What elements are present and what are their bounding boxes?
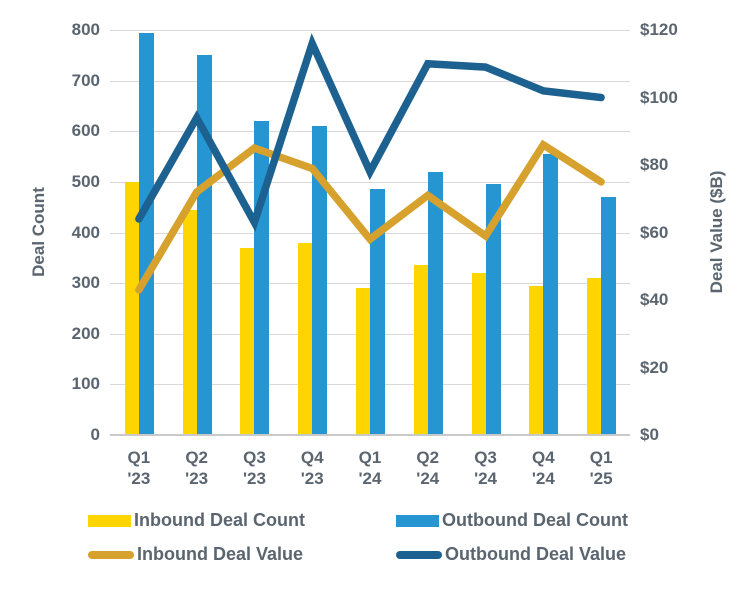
left-tick-label: 500: [71, 171, 100, 191]
bar-outbound: [543, 154, 559, 435]
right-tick-label: $40: [640, 290, 669, 309]
legend: Inbound Deal Count Outbound Deal Count Inb…: [88, 510, 668, 565]
lines-layer: [135, 33, 605, 294]
x-tick-label: Q3 '24: [474, 448, 498, 488]
legend-label: Outbound Deal Value: [445, 544, 627, 564]
bar-inbound: [587, 278, 602, 435]
x-tick-label: Q4 '23: [300, 448, 324, 488]
x-tick-label: Q2 '23: [185, 448, 209, 488]
bar-inbound: [413, 265, 428, 435]
legend-item: Inbound Deal Count: [88, 510, 396, 531]
legend-swatch-inbound-deal-value: [88, 550, 134, 559]
right-tick-label: $60: [640, 222, 669, 242]
legend-label: Inbound Deal Count: [134, 510, 305, 530]
legend-swatch-inbound-deal-count: [88, 514, 131, 527]
bar-outbound: [370, 189, 385, 435]
bar-inbound: [529, 285, 544, 435]
gridline: [110, 80, 630, 82]
bar-inbound: [240, 247, 255, 435]
bar-outbound: [601, 197, 617, 435]
gridline: [110, 30, 630, 31]
x-tick-label: Q1 '23: [127, 448, 151, 488]
bar-inbound: [182, 209, 197, 435]
bar-outbound: [427, 171, 443, 435]
bar-inbound: [471, 273, 486, 435]
right-tick-label: $120: [640, 20, 678, 39]
gridline: [110, 181, 630, 183]
right-tick-label: $0: [640, 425, 659, 444]
legend-item: Outbound Deal Count: [396, 510, 668, 531]
right-tick-label: $80: [640, 155, 669, 174]
x-tick-label: Q1 '24: [358, 448, 382, 488]
legend-item: Inbound Deal Value: [88, 544, 396, 565]
legend-label: Outbound Deal Count: [442, 510, 628, 530]
plot-area: [110, 30, 630, 436]
left-tick-label: 200: [71, 323, 100, 343]
bar-inbound: [356, 288, 370, 435]
legend-label: Inbound Deal Value: [137, 544, 304, 564]
bar-inbound: [124, 181, 139, 435]
left-tick-label: 300: [71, 273, 100, 293]
bar-outbound: [312, 126, 328, 435]
bar-outbound: [485, 184, 501, 435]
x-tick-label: Q4 '24: [531, 448, 555, 488]
line-inbound-deal-value: [135, 139, 605, 294]
x-tick-label: Q2 '24: [416, 448, 440, 488]
bar-inbound: [298, 242, 313, 435]
left-tick-label: 800: [71, 20, 100, 39]
right-tick-label: $100: [640, 87, 678, 107]
left-tick-label: 0: [90, 425, 100, 444]
gridline: [110, 131, 630, 133]
legend-swatch-outbound-deal-value: [396, 550, 442, 559]
left-tick-label: 100: [71, 374, 100, 394]
left-axis-title: Deal Count: [29, 187, 48, 277]
bar-outbound: [196, 55, 212, 435]
right-tick-label: $20: [640, 357, 669, 377]
left-tick-label: 600: [71, 121, 100, 141]
right-axis-title: Deal Value ($B): [707, 170, 726, 294]
x-axis-line: [110, 434, 630, 436]
line-outbound-deal-value: [135, 33, 605, 232]
x-tick-label: Q1 '25: [589, 448, 613, 488]
legend-item: Outbound Deal Value: [396, 544, 668, 565]
left-tick-label: 700: [71, 70, 100, 90]
x-tick-label: Q3 '23: [242, 448, 266, 488]
left-tick-label: 400: [71, 222, 100, 242]
legend-swatch-outbound-deal-count: [396, 514, 439, 527]
bar-outbound: [138, 32, 154, 435]
